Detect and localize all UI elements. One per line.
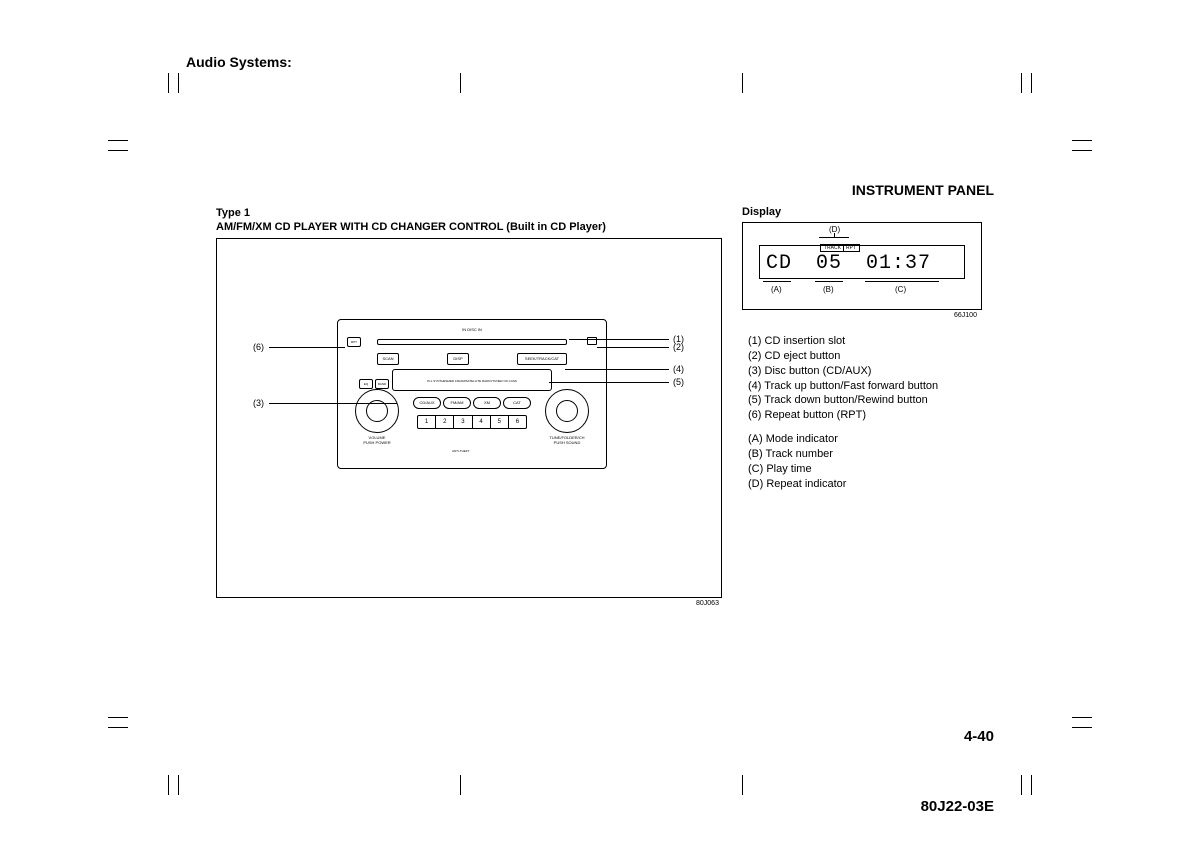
display-image-code: 66J100 <box>954 312 977 319</box>
radio-unit: IN DISC IN RPT SCAN DISP SEEK/TRACK/CAT … <box>337 319 607 469</box>
section-title: INSTRUMENT PANEL <box>852 182 994 198</box>
legend-item: (A) Mode indicator <box>748 432 846 447</box>
display-heading: Display <box>742 206 781 218</box>
preset-3: 3 <box>454 416 472 428</box>
legend-lettered: (A) Mode indicator (B) Track number (C) … <box>748 432 846 491</box>
lcd-time: 01:37 <box>866 252 931 275</box>
rand-btn: RAND <box>375 379 389 389</box>
callout-2: (2) <box>673 342 684 352</box>
fmam-btn: FM/AM <box>443 397 471 409</box>
callout-4: (4) <box>673 364 684 374</box>
legend-item: (6) Repeat button (RPT) <box>748 408 938 423</box>
callout-6: (6) <box>253 342 264 352</box>
type-block: Type 1 AM/FM/XM CD PLAYER WITH CD CHANGE… <box>216 206 606 235</box>
preset-5: 5 <box>491 416 509 428</box>
button-row-1: SCAN DISP SEEK/TRACK/CAT <box>377 353 567 365</box>
preset-6: 6 <box>509 416 526 428</box>
legend-item: (1) CD insertion slot <box>748 334 938 349</box>
preset-4: 4 <box>473 416 491 428</box>
radio-lcd: PLL SYNTHESIZED FM/AM/SATELLITE RADIO/TU… <box>392 369 552 391</box>
type-line1: Type 1 <box>216 206 606 220</box>
tune-knob <box>545 389 589 433</box>
scan-btn: SCAN <box>377 353 399 365</box>
knob-left-label: VOLUME PUSH POWER <box>352 435 402 445</box>
preset-row: 1 2 3 4 5 6 <box>417 415 527 429</box>
legend-item: (4) Track up button/Fast forward button <box>748 379 938 394</box>
display-label-d: (D) <box>829 225 840 234</box>
cdaux-btn: CD/AUX <box>413 397 441 409</box>
display-label-b: (B) <box>823 285 834 294</box>
seek-btn: SEEK/TRACK/CAT <box>517 353 567 365</box>
volume-knob <box>355 389 399 433</box>
display-label-c: (C) <box>895 285 906 294</box>
legend-item: (3) Disc button (CD/AUX) <box>748 364 938 379</box>
legend-item: (D) Repeat indicator <box>748 477 846 492</box>
lcd-track: 05 <box>816 252 842 275</box>
knob-right-label: TUNE/FOLDER/CH PUSH SOUND <box>542 435 592 445</box>
cd-slot <box>377 339 567 345</box>
radio-top-text: IN DISC IN <box>447 327 497 333</box>
xm-btn: XM <box>473 397 501 409</box>
cat-btn: CAT <box>503 397 531 409</box>
callout-5: (5) <box>673 377 684 387</box>
rpt-indicator: TRACK RPT <box>820 244 860 252</box>
disp-btn: DISP <box>447 353 469 365</box>
legend-numbered: (1) CD insertion slot (2) CD eject butto… <box>748 334 938 423</box>
rpt-button: RPT <box>347 337 361 347</box>
legend-item: (C) Play time <box>748 462 846 477</box>
page-number: 4-40 <box>964 728 994 745</box>
type-line2: AM/FM/XM CD PLAYER WITH CD CHANGER CONTR… <box>216 220 606 234</box>
document-code: 80J22-03E <box>921 798 994 815</box>
diagram-image-code: 80J063 <box>696 600 719 607</box>
radio-diagram-frame: IN DISC IN RPT SCAN DISP SEEK/TRACK/CAT … <box>216 238 722 598</box>
display-frame: TRACK RPT CD 05 01:37 (D) (A) (B) (C) <box>742 222 982 310</box>
display-label-a: (A) <box>771 285 782 294</box>
lcd-mode: CD <box>766 252 792 275</box>
eq-btn: EQ <box>359 379 373 389</box>
callout-3: (3) <box>253 398 264 408</box>
preset-1: 1 <box>418 416 436 428</box>
header-title: Audio Systems: <box>186 54 292 70</box>
preset-2: 2 <box>436 416 454 428</box>
legend-item: (B) Track number <box>748 447 846 462</box>
button-row-2: CD/AUX FM/AM XM CAT <box>397 397 547 409</box>
legend-item: (2) CD eject button <box>748 349 938 364</box>
lcd: TRACK RPT CD 05 01:37 <box>759 245 965 279</box>
anti-theft-label: ANTI-THEFT <box>452 449 470 453</box>
legend-item: (5) Track down button/Rewind button <box>748 393 938 408</box>
